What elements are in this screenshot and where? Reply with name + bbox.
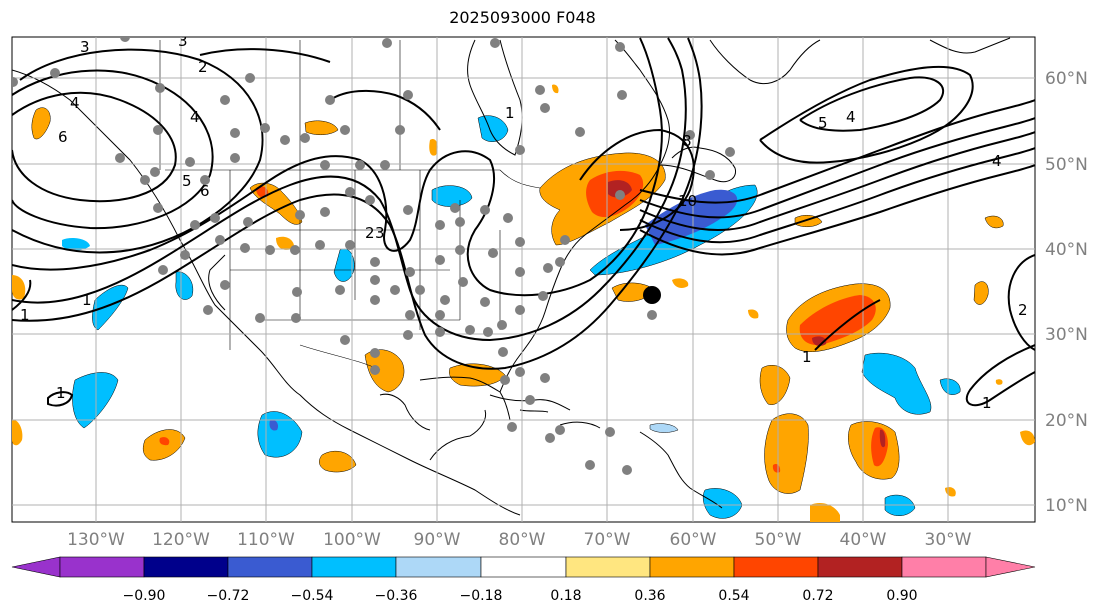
- colorbar-segment: [59, 556, 145, 578]
- lat-label: 30°N: [1045, 325, 1088, 345]
- colorbar-tick-label: 0.18: [550, 588, 581, 604]
- lon-label: 70°W: [584, 530, 631, 550]
- lon-label: 100°W: [323, 530, 381, 550]
- contour-label: 2: [198, 58, 208, 76]
- contour-lines: [12, 37, 1035, 407]
- contour-label: 6: [58, 128, 68, 146]
- contour-label: 6: [200, 182, 210, 200]
- colorbar-segment: [227, 556, 313, 578]
- lat-label: 40°N: [1045, 240, 1088, 260]
- colorbar-tick-label: 0.54: [718, 588, 749, 604]
- colorbar-tick-label: 0.90: [886, 588, 917, 604]
- contour-label: 10: [678, 192, 697, 210]
- colorbar-segment: [480, 556, 567, 578]
- colorbar-segment: [817, 556, 903, 578]
- colorbar-tick-label: 0.36: [634, 588, 665, 604]
- contour-label: 2: [1018, 301, 1028, 319]
- coastlines: [12, 37, 1011, 516]
- lon-label: 90°W: [414, 530, 461, 550]
- contour-label: 3: [178, 32, 188, 50]
- colorbar-segment: [311, 556, 397, 578]
- contour-label: 4: [70, 94, 80, 112]
- colorbar-extend-high: [985, 556, 1036, 578]
- contour-label: 1: [20, 306, 30, 324]
- station-marker: [643, 286, 661, 304]
- colorbar-tick-label: −0.18: [460, 588, 503, 604]
- colorbar-segment: [733, 556, 819, 578]
- contour-label: 3: [375, 224, 385, 242]
- contour-label: 5: [182, 172, 192, 190]
- observation-points: [12, 37, 735, 475]
- colorbar-tick-label: −0.36: [375, 588, 418, 604]
- colorbar-tick-label: −0.72: [207, 588, 250, 604]
- contour-label: 4: [992, 152, 1002, 170]
- lon-label: 40°W: [840, 530, 887, 550]
- map-content: 3 3 2 4 6 4 5 6 2 3 1 1 1 8 10 5 4 4 1 2…: [12, 32, 1035, 522]
- colorbar-tick-label: −0.54: [291, 588, 334, 604]
- colorbar-extend-low: [11, 556, 61, 578]
- colorbar-tick-label: −0.90: [123, 588, 166, 604]
- lat-label: 10°N: [1045, 496, 1088, 516]
- gridlines: [12, 37, 1035, 522]
- lon-label: 120°W: [152, 530, 210, 550]
- contour-label: 2: [365, 224, 375, 242]
- colorbar-segment: [649, 556, 735, 578]
- contour-labels: 3 3 2 4 6 4 5 6 2 3 1 1 1 8 10 5 4 4 1 2…: [20, 32, 1028, 412]
- colorbar: [11, 556, 1036, 578]
- lat-label: 60°N: [1045, 69, 1088, 89]
- contour-label: 1: [56, 384, 66, 402]
- lat-label: 50°N: [1045, 155, 1088, 175]
- colorbar-tick-label: 0.72: [802, 588, 833, 604]
- colorbar-segment: [395, 556, 482, 578]
- contour-label: 3: [80, 38, 90, 56]
- colorbar-segment: [143, 556, 229, 578]
- lon-label: 60°W: [670, 530, 717, 550]
- lon-label: 50°W: [755, 530, 802, 550]
- contour-label: 1: [82, 291, 92, 309]
- lon-label: 130°W: [67, 530, 125, 550]
- latitude-labels: 60°N 50°N 40°N 30°N 20°N 10°N: [1045, 69, 1088, 516]
- lon-label: 110°W: [237, 530, 295, 550]
- contour-label: 1: [802, 348, 812, 366]
- longitude-labels: 130°W 120°W 110°W 100°W 90°W 80°W 70°W 6…: [67, 530, 972, 550]
- contour-label: 5: [818, 114, 828, 132]
- contour-label: 1: [982, 394, 992, 412]
- contour-label: 4: [190, 108, 200, 126]
- colorbar-labels: −0.90 −0.72 −0.54 −0.36 −0.18 0.18 0.36 …: [123, 588, 918, 604]
- lon-label: 30°W: [925, 530, 972, 550]
- colorbar-segment: [901, 556, 987, 578]
- negative-anomaly-regions: [62, 115, 961, 519]
- colorbar-segment: [565, 556, 651, 578]
- contour-label: 1: [505, 104, 515, 122]
- contour-label: 8: [682, 132, 692, 150]
- lon-label: 80°W: [499, 530, 546, 550]
- contour-label: 4: [846, 108, 856, 126]
- lat-label: 20°N: [1045, 411, 1088, 431]
- positive-anomaly-regions: [12, 84, 1035, 522]
- map-title: 2025093000 F048: [449, 8, 596, 27]
